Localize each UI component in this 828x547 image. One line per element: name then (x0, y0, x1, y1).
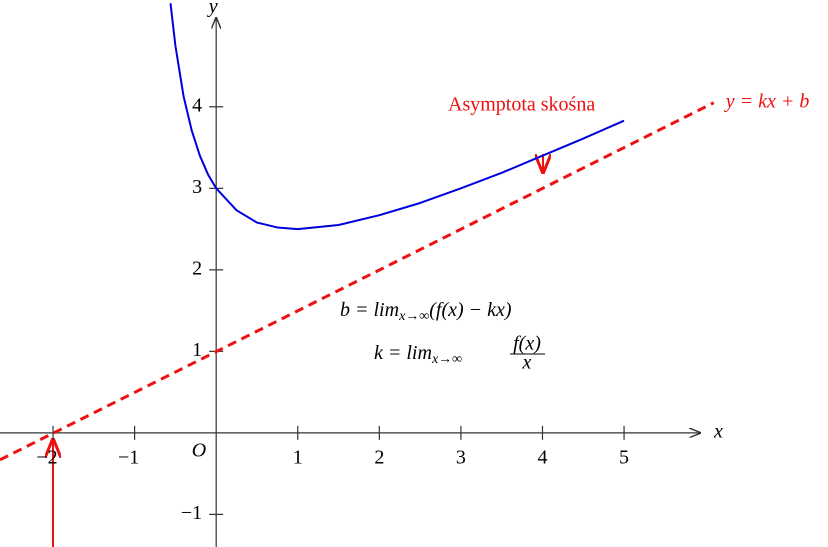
series-label: y = kx + b (724, 90, 810, 112)
formula-text: k = lim (374, 342, 432, 364)
formula-text: (f(x) − kx) (429, 299, 512, 321)
series-line (169, 3, 625, 231)
x-tick-label: −2 (36, 446, 57, 468)
formula-text: b = lim (340, 299, 399, 321)
y-tick-label: −1 (181, 502, 202, 524)
x-tick-label: 5 (619, 446, 629, 468)
fraction-den: x (522, 352, 532, 374)
origin-label: O (192, 439, 206, 461)
x-tick-label: 3 (456, 446, 466, 468)
formula: k = limx→∞ (374, 342, 462, 368)
x-tick-label: 4 (537, 446, 547, 468)
x-tick-label: 2 (374, 446, 384, 468)
y-tick-label: 1 (192, 339, 202, 361)
series-line (0, 101, 715, 462)
x-tick-label: −1 (118, 446, 139, 468)
y-tick-label: 4 (192, 94, 202, 116)
x-tick-label: 1 (293, 446, 303, 468)
y-axis-label: y (207, 0, 218, 18)
y-tick-label: 2 (192, 257, 202, 279)
x-axis-label: x (713, 420, 723, 442)
formula-sub: x→∞ (431, 352, 462, 367)
formula-sub: x→∞ (398, 309, 429, 324)
formula: b = limx→∞(f(x) − kx) (340, 299, 512, 325)
annotation: Asymptota skośna (448, 94, 595, 116)
y-tick-label: 3 (192, 176, 202, 198)
fraction-num: f(x) (513, 333, 541, 355)
